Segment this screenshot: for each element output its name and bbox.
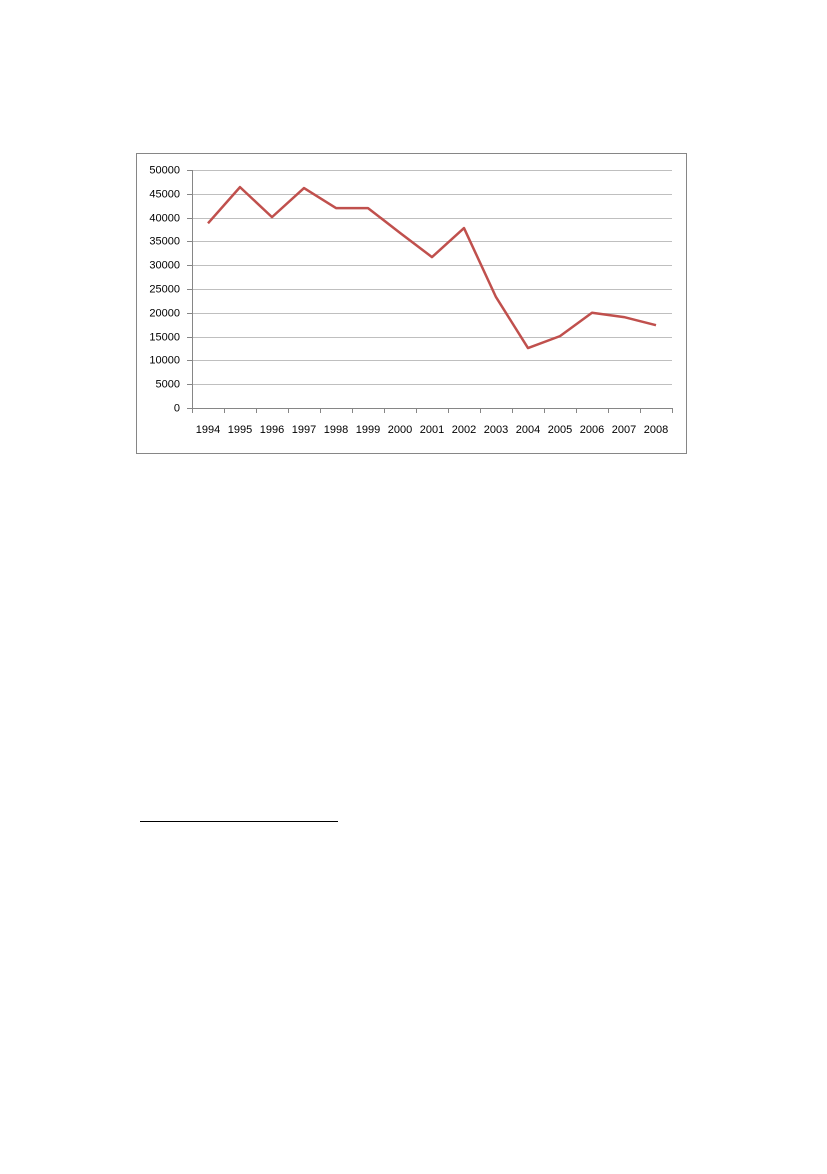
x-tick-label: 2001	[420, 424, 444, 436]
x-tick-label: 1999	[356, 424, 380, 436]
y-tick-label: 15000	[149, 331, 180, 343]
y-tick-label: 30000	[149, 259, 180, 271]
x-tick-label: 1997	[292, 424, 316, 436]
x-tick-label: 1994	[196, 424, 220, 436]
x-tick-label: 2007	[612, 424, 636, 436]
x-tick-label: 2005	[548, 424, 572, 436]
y-tick-label: 5000	[156, 378, 180, 390]
x-tick-label: 2008	[644, 424, 668, 436]
y-tick-label: 50000	[149, 164, 180, 176]
x-tick-label: 2003	[484, 424, 508, 436]
data-line	[207, 185, 657, 350]
y-tick-label: 0	[174, 402, 180, 414]
y-tick-label: 35000	[149, 235, 180, 247]
y-tick-label: 45000	[149, 188, 180, 200]
x-tick-label: 1995	[228, 424, 252, 436]
chart-frame	[136, 153, 687, 454]
y-tick-label: 20000	[149, 307, 180, 319]
x-tick-label: 2004	[516, 424, 540, 436]
x-tick-label: 2000	[388, 424, 412, 436]
x-tick-label: 1996	[260, 424, 284, 436]
x-tick-label: 2002	[452, 424, 476, 436]
x-tick-label: 1998	[324, 424, 348, 436]
y-tick-label: 10000	[149, 354, 180, 366]
y-tick-label: 25000	[149, 283, 180, 295]
y-tick-label: 40000	[149, 212, 180, 224]
x-tick-label: 2006	[580, 424, 604, 436]
